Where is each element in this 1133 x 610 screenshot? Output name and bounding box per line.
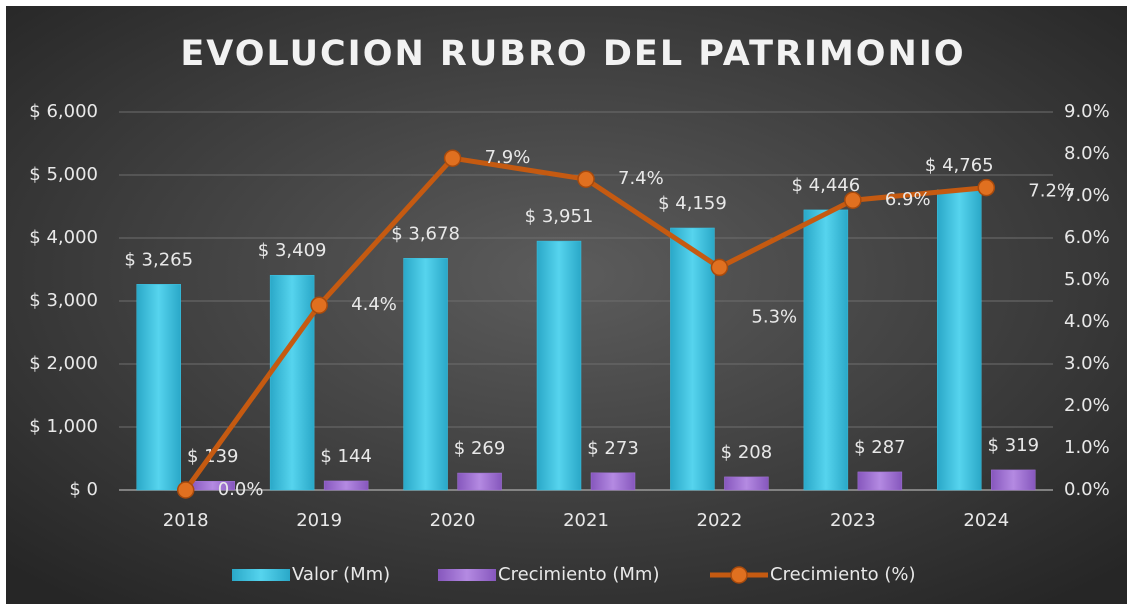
line-marker bbox=[176, 481, 195, 499]
bar bbox=[136, 284, 181, 491]
data-label: $ 269 bbox=[454, 438, 506, 459]
bar bbox=[937, 189, 982, 491]
legend-label: Crecimiento (Mm) bbox=[498, 564, 659, 585]
line-marker bbox=[977, 178, 996, 197]
x-tick-label: 2020 bbox=[430, 510, 476, 531]
data-label: $ 4,446 bbox=[791, 175, 860, 196]
bar bbox=[590, 472, 636, 491]
data-label: $ 3,409 bbox=[258, 240, 327, 261]
y-tick-label: $ 4,000 bbox=[29, 227, 98, 248]
line-marker bbox=[443, 149, 462, 167]
y2-tick-label: 0.0% bbox=[1064, 479, 1110, 500]
y-tick-label: $ 0 bbox=[69, 479, 98, 500]
x-tick-label: 2024 bbox=[963, 510, 1009, 531]
legend-swatch bbox=[438, 569, 496, 581]
line-marker bbox=[577, 170, 595, 188]
data-label: 4.4% bbox=[351, 294, 397, 315]
bar bbox=[536, 240, 582, 491]
bar bbox=[457, 472, 502, 491]
x-tick-label: 2022 bbox=[697, 510, 743, 531]
y2-tick-label: 6.0% bbox=[1064, 227, 1110, 248]
y2-tick-label: 4.0% bbox=[1064, 311, 1110, 332]
bar bbox=[991, 469, 1036, 491]
data-label: $ 4,765 bbox=[925, 155, 994, 176]
data-label: 7.9% bbox=[485, 147, 531, 168]
data-label: $ 3,951 bbox=[525, 206, 594, 227]
line-marker bbox=[710, 258, 729, 277]
y2-tick-label: 7.0% bbox=[1064, 185, 1110, 206]
y2-tick-label: 1.0% bbox=[1064, 437, 1110, 458]
bar bbox=[269, 274, 315, 491]
data-label: $ 3,678 bbox=[391, 223, 460, 244]
data-label: $ 287 bbox=[854, 437, 906, 458]
data-label: $ 4,159 bbox=[658, 193, 727, 214]
y2-tick-label: 5.0% bbox=[1064, 269, 1110, 290]
data-label: $ 144 bbox=[320, 446, 372, 467]
data-label: 5.3% bbox=[751, 306, 797, 327]
line-marker bbox=[310, 296, 328, 314]
data-label: $ 3,265 bbox=[124, 249, 193, 270]
legend-label: Valor (Mm) bbox=[292, 564, 390, 585]
bar bbox=[857, 471, 903, 491]
y2-tick-label: 9.0% bbox=[1064, 101, 1110, 122]
y-tick-label: $ 5,000 bbox=[29, 164, 98, 185]
bar bbox=[724, 476, 769, 491]
x-tick-label: 2018 bbox=[163, 510, 209, 531]
y-tick-label: $ 1,000 bbox=[29, 416, 98, 437]
y2-tick-label: 2.0% bbox=[1064, 395, 1110, 416]
legend-swatch bbox=[730, 566, 748, 584]
y-tick-label: $ 3,000 bbox=[29, 290, 98, 311]
legend-label: Crecimiento (%) bbox=[770, 564, 916, 585]
y-tick-label: $ 6,000 bbox=[29, 101, 98, 122]
y2-tick-label: 8.0% bbox=[1064, 143, 1110, 164]
data-label: 7.4% bbox=[618, 168, 664, 189]
y-tick-label: $ 2,000 bbox=[29, 353, 98, 374]
bar bbox=[323, 480, 369, 491]
data-label: 0.0% bbox=[218, 479, 264, 500]
data-label: $ 273 bbox=[587, 438, 639, 459]
bar bbox=[670, 227, 715, 491]
bar bbox=[403, 258, 448, 491]
y2-tick-label: 3.0% bbox=[1064, 353, 1110, 374]
chart-title: EVOLUCION RUBRO DEL PATRIMONIO bbox=[180, 34, 965, 74]
data-label: $ 319 bbox=[988, 435, 1040, 456]
bar bbox=[803, 209, 849, 491]
data-label: $ 208 bbox=[721, 442, 773, 463]
legend-swatch bbox=[232, 569, 290, 581]
x-tick-label: 2023 bbox=[830, 510, 876, 531]
data-label: 7.2% bbox=[1028, 181, 1074, 202]
x-tick-label: 2021 bbox=[563, 510, 609, 531]
line-marker bbox=[844, 191, 862, 209]
x-tick-label: 2019 bbox=[296, 510, 342, 531]
data-label: 6.9% bbox=[885, 189, 931, 210]
